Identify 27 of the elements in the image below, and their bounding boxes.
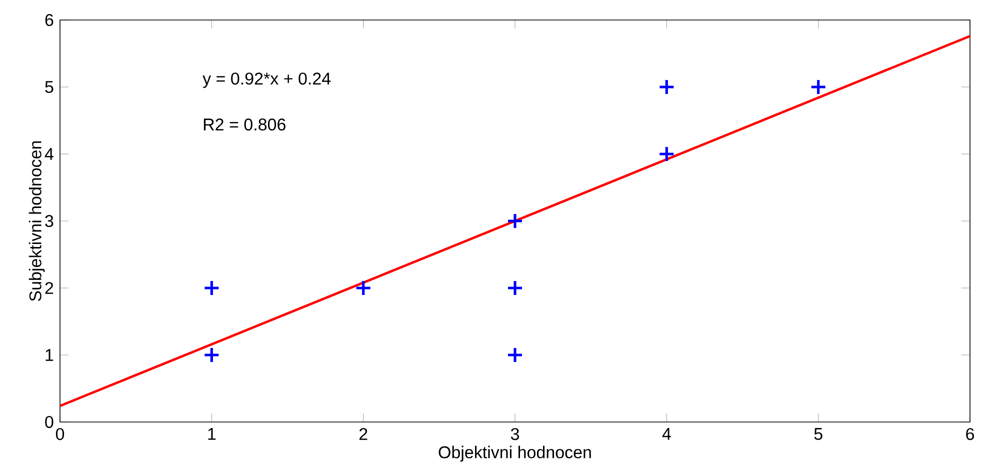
y-tick-label: 6 xyxy=(45,14,54,26)
point xyxy=(506,212,524,230)
y-tick-label: 2 xyxy=(45,282,54,294)
point xyxy=(658,78,675,96)
y-tick-label: 0 xyxy=(45,416,54,428)
x-tick-label: 6 xyxy=(966,428,974,440)
point xyxy=(355,280,372,296)
y-axis-title: Subjektivni hodnocen xyxy=(28,141,45,302)
point xyxy=(506,346,524,364)
x-tick-label: 5 xyxy=(814,428,822,440)
y-tick-label: 3 xyxy=(45,214,54,227)
point xyxy=(810,78,827,96)
x-tick-label: 4 xyxy=(662,428,671,440)
point xyxy=(203,346,220,364)
y-tick-label: 5 xyxy=(45,81,54,93)
x-tick-label: 0 xyxy=(56,428,64,440)
point xyxy=(506,280,524,296)
point xyxy=(658,146,675,162)
x-axis-title: Objektivni hodnocen xyxy=(438,446,591,462)
x-tick-label: 2 xyxy=(359,428,368,440)
y-tick-label: 4 xyxy=(44,148,54,160)
x-tick-label: 1 xyxy=(208,428,216,440)
y-tick-label: 1 xyxy=(46,349,54,361)
annotation: R2 = 0.806 xyxy=(204,118,286,131)
annotation: y = 0.92*x + 0.24 xyxy=(202,72,331,88)
x-tick-label: 3 xyxy=(510,428,519,440)
point xyxy=(203,280,220,296)
